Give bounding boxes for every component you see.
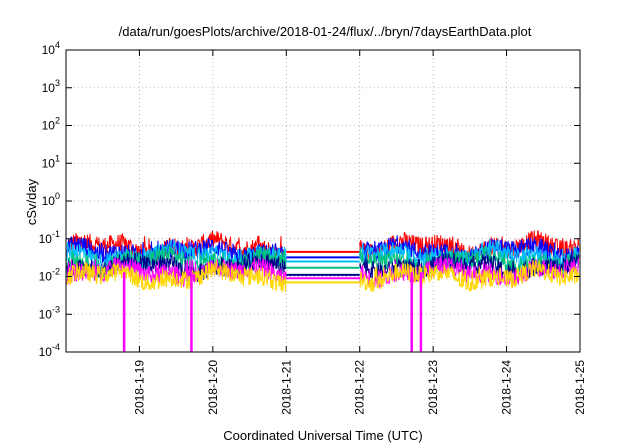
plot-area <box>66 230 580 352</box>
x-axis-label: Coordinated Universal Time (UTC) <box>223 428 422 443</box>
series-7 <box>66 260 580 293</box>
y-tick-label: 10-2 <box>39 267 60 284</box>
series-trace <box>359 260 580 292</box>
x-tick-label: 2018-1-19 <box>132 360 146 415</box>
y-tick-label: 102 <box>42 116 60 133</box>
x-tick-label: 2018-1-25 <box>573 360 587 415</box>
y-tick-label: 101 <box>42 153 60 170</box>
x-axis-ticks: 2018-1-19 2018-1-20 2018-1-21 2018-1-22 2018… <box>132 50 587 415</box>
y-axis-ticks: 10-4 10-3 10-2 10-1 100 101 102 103 104 <box>39 40 580 359</box>
y-tick-label: 103 <box>42 78 60 95</box>
y-tick-label: 100 <box>42 191 60 208</box>
x-tick-label: 2018-1-20 <box>206 360 220 415</box>
x-tick-label: 2018-1-21 <box>279 360 293 415</box>
y-tick-label: 10-3 <box>39 304 60 321</box>
y-axis-label: cSv/day <box>24 178 39 225</box>
grid-lines <box>66 50 580 352</box>
y-tick-label: 104 <box>42 40 60 57</box>
x-tick-label: 2018-1-23 <box>426 360 440 415</box>
x-tick-label: 2018-1-22 <box>353 360 367 415</box>
x-tick-label: 2018-1-24 <box>500 360 514 415</box>
series-trace <box>66 260 287 293</box>
chart-title: /data/run/goesPlots/archive/2018-01-24/f… <box>119 24 532 39</box>
y-tick-label: 10-4 <box>39 342 60 359</box>
y-tick-label: 10-1 <box>39 229 60 246</box>
